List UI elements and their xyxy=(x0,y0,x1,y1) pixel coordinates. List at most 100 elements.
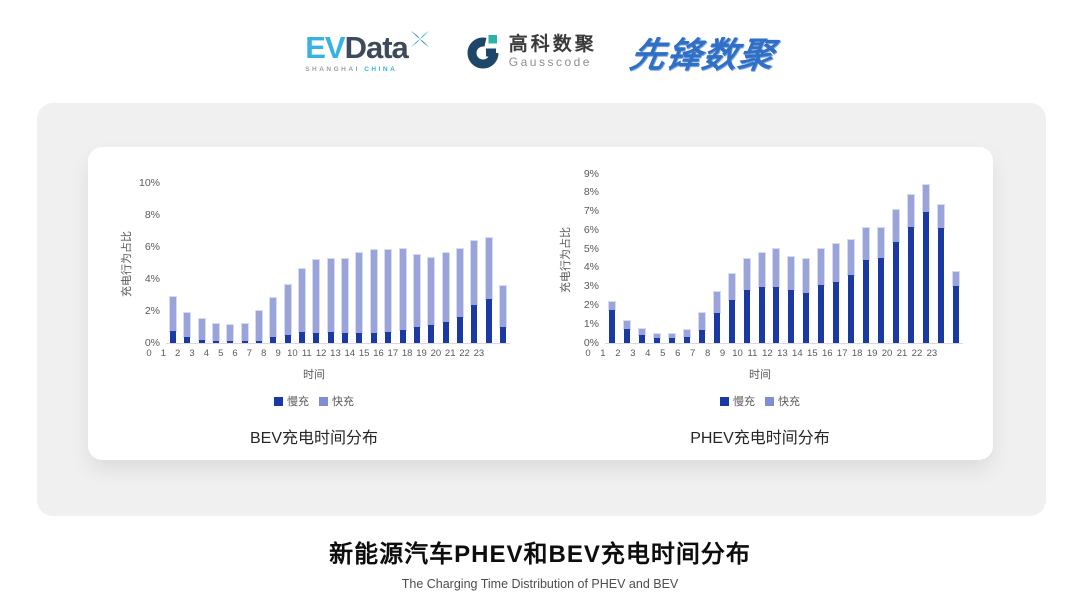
bar-slot xyxy=(784,175,798,343)
bar-segment-慢充 xyxy=(399,330,406,343)
x-axis-ticks: 0 1 2 3 4 5 6 7 8 9 10 11 12 13 14 15 16 17 18 19 20 21 22 23 xyxy=(581,348,939,359)
x-tick-label: 6 xyxy=(232,348,238,359)
bar-slot xyxy=(180,184,194,343)
legend: 慢充 快充 xyxy=(720,393,800,409)
bar-segment-快充 xyxy=(342,259,349,334)
legend-swatch-icon xyxy=(274,396,283,406)
chart-card: 充电行为占比 0% 2% 4% 6% 8% 10% 0 1 2 3 4 5 6 7 8 9 10 11 12 13 1… xyxy=(88,147,993,460)
bar-slot xyxy=(919,175,933,343)
x-tick-label: 19 xyxy=(866,348,878,359)
bar-segment-慢充 xyxy=(428,325,435,343)
footer: 新能源汽车PHEV和BEV充电时间分布 The Charging Time Di… xyxy=(0,534,1080,591)
bar-segment-快充 xyxy=(313,259,320,333)
chart-title: PHEV充电时间分布 xyxy=(690,430,830,447)
bar-segment-快充 xyxy=(299,269,306,332)
propeller-x-icon xyxy=(410,30,429,47)
bar-segment-快充 xyxy=(170,296,176,331)
bar-segment-快充 xyxy=(952,271,959,286)
bar-segment-慢充 xyxy=(952,285,959,343)
bar-slot xyxy=(799,175,813,343)
bar-segment-慢充 xyxy=(356,333,363,343)
x-tick-label: 3 xyxy=(189,348,195,359)
bar-segment-慢充 xyxy=(413,327,420,343)
x-tick-label: 8 xyxy=(704,348,711,359)
bar-slot xyxy=(324,184,338,343)
bar-segment-慢充 xyxy=(803,293,810,343)
bar-slot xyxy=(381,184,395,343)
bar-segment-慢充 xyxy=(728,299,735,343)
x-tick-label: 2 xyxy=(175,348,181,359)
evdata-china-text: CHINA xyxy=(364,65,398,73)
x-tick-label: 7 xyxy=(246,348,253,359)
xianfeng-logo: 先锋数聚 xyxy=(626,35,778,75)
evdata-logo-data-text: Data xyxy=(344,29,409,65)
bar-segment-快充 xyxy=(485,238,492,299)
x-tick-label: 13 xyxy=(777,348,788,359)
bar-segment-快充 xyxy=(683,329,690,338)
bar-slot xyxy=(295,184,309,343)
bar-segment-慢充 xyxy=(653,338,660,343)
bar-segment-快充 xyxy=(184,312,191,338)
x-tick-label: 16 xyxy=(373,348,384,359)
bar-segment-慢充 xyxy=(170,331,176,343)
bar-slot xyxy=(680,175,694,343)
bar-segment-慢充 xyxy=(442,322,449,343)
bar-slot xyxy=(482,184,496,343)
bar-slot xyxy=(755,175,769,343)
x-tick-label: 20 xyxy=(881,348,893,359)
x-tick-label: 7 xyxy=(690,348,696,359)
bar-segment-慢充 xyxy=(327,331,334,343)
bar-slot xyxy=(620,175,634,343)
bar-segment-快充 xyxy=(385,250,392,332)
bar-segment-快充 xyxy=(923,185,930,212)
bar-slot xyxy=(635,175,649,343)
bar-segment-慢充 xyxy=(456,317,463,343)
y-axis-title: 充电行为占比 xyxy=(560,226,572,293)
y-tick-label: 0% xyxy=(144,336,160,349)
gausscode-g-icon xyxy=(467,35,499,69)
bar-slot xyxy=(710,175,724,343)
y-axis-ticks: 0% 1% 2% 3% 4% 5% 6% 7% 8% 9% xyxy=(573,168,605,347)
bar-segment-慢充 xyxy=(213,341,220,343)
bar-segment-快充 xyxy=(863,228,870,261)
y-tick-label: 8% xyxy=(583,186,599,199)
x-tick-label: 1 xyxy=(600,348,606,359)
x-tick-label: 23 xyxy=(926,348,938,359)
bar-segment-慢充 xyxy=(758,286,765,343)
x-tick-label: 0 xyxy=(146,348,152,359)
bar-segment-慢充 xyxy=(342,333,349,343)
x-tick-label: 5 xyxy=(218,348,224,359)
y-tick-label: 10% xyxy=(138,176,160,189)
bar-segment-慢充 xyxy=(893,241,900,343)
bar-segment-快充 xyxy=(256,311,263,341)
bar-segment-快充 xyxy=(399,249,406,331)
bar-slot xyxy=(844,175,858,343)
y-tick-label: 0% xyxy=(583,336,599,349)
bar-segment-慢充 xyxy=(184,337,191,343)
bar-segment-慢充 xyxy=(863,260,870,343)
evdata-logo-ev-text: EV xyxy=(305,29,345,65)
x-tick-label: 9 xyxy=(719,348,726,359)
bar-segment-快充 xyxy=(818,249,825,285)
page-title: 新能源汽车PHEV和BEV充电时间分布 xyxy=(329,541,751,568)
legend-swatch-icon xyxy=(765,396,774,406)
bar-slot xyxy=(904,175,918,343)
x-tick-label: 14 xyxy=(792,348,803,359)
bar-slot xyxy=(281,184,295,343)
bar-slot xyxy=(695,175,709,343)
bar-segment-慢充 xyxy=(638,334,645,343)
bar-segment-快充 xyxy=(788,256,795,291)
x-tick-label: 22 xyxy=(459,348,470,359)
bar-slot xyxy=(439,184,453,343)
x-axis-title: 时间 xyxy=(303,369,325,381)
y-tick-label: 8% xyxy=(144,208,160,221)
bar-slot xyxy=(859,175,873,343)
x-tick-label: 21 xyxy=(444,348,456,359)
x-tick-label: 20 xyxy=(430,348,442,359)
legend-item-快充: 快充 xyxy=(765,393,800,409)
x-tick-label: 2 xyxy=(615,348,621,359)
y-tick-label: 4% xyxy=(144,272,160,285)
bar-segment-慢充 xyxy=(499,327,506,343)
bar-segment-快充 xyxy=(833,244,840,282)
bar-segment-慢充 xyxy=(698,329,705,343)
